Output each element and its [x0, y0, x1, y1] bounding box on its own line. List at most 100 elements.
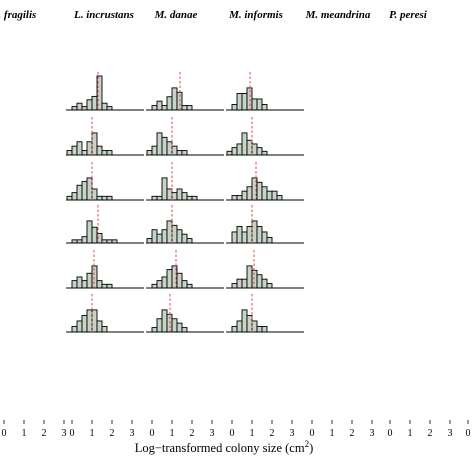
histogram-bar	[151, 327, 158, 333]
histogram-bar	[101, 102, 108, 111]
histogram-bar	[181, 327, 188, 333]
histogram-bar	[96, 195, 103, 201]
histogram-bar	[86, 141, 93, 156]
histogram-bar	[241, 278, 248, 289]
x-tick-label: 1	[250, 428, 255, 439]
histogram-bar	[66, 150, 73, 156]
histogram-bar	[81, 236, 88, 244]
histogram-panel	[146, 205, 224, 244]
x-axis: 0 1 2 3	[388, 420, 453, 439]
histogram-bar	[86, 272, 93, 289]
x-axis: 0 1 2 3	[310, 420, 375, 439]
histogram-bar	[76, 102, 83, 111]
x-tick-label: 2	[190, 428, 195, 439]
x-tick-label: 1	[170, 428, 175, 439]
histogram-bar	[151, 195, 158, 201]
histogram-panel	[226, 162, 304, 201]
histogram-panel	[226, 250, 304, 289]
histogram-bar	[266, 237, 273, 244]
x-tick-label: 0	[70, 428, 75, 439]
histogram-bar	[156, 318, 163, 333]
histogram-bar	[176, 229, 183, 244]
column-title: M. informis	[228, 9, 283, 21]
histogram-bar	[161, 105, 168, 111]
histogram-bar	[166, 220, 173, 244]
histogram-bar	[171, 87, 178, 111]
histogram-bar	[166, 96, 173, 111]
histogram-bar	[161, 177, 168, 201]
histogram-bar	[256, 98, 263, 111]
column-title: L. fragilis	[0, 9, 36, 21]
histogram-bar	[231, 231, 238, 244]
histogram-bar	[81, 106, 88, 111]
histogram-bar	[91, 309, 98, 333]
column-title: P. peresi	[389, 9, 428, 21]
histogram-bar	[76, 184, 83, 201]
histogram-bar	[176, 322, 183, 333]
x-tick-label: 0	[230, 428, 235, 439]
histogram-bar	[106, 150, 113, 156]
histogram-bar	[231, 147, 238, 156]
x-tick-label: 3	[290, 428, 295, 439]
histogram-bar	[101, 283, 108, 289]
x-tick-label: 2	[428, 428, 433, 439]
histogram-bar	[156, 195, 163, 201]
histogram-bar	[236, 195, 243, 201]
histogram-bar	[266, 283, 273, 289]
histogram-bar	[166, 188, 173, 201]
histogram-bar	[246, 314, 253, 333]
x-tick-label: 1	[330, 428, 335, 439]
x-tick-label: 0	[150, 428, 155, 439]
histogram-bar	[246, 265, 253, 289]
histogram-bar	[76, 276, 83, 289]
histogram-bar	[71, 145, 78, 156]
histogram-bar	[96, 280, 103, 289]
x-axis: 0 1 2 3	[150, 420, 215, 439]
histogram-bar	[76, 320, 83, 333]
x-tick-label: 0	[2, 428, 7, 439]
histogram-bar	[251, 98, 258, 111]
histogram-bar	[66, 195, 73, 201]
histogram-bar	[106, 283, 113, 289]
histogram-bar	[91, 226, 98, 244]
histogram-bar	[101, 150, 108, 156]
histogram-bar	[71, 192, 78, 201]
histogram-bar	[91, 188, 98, 201]
x-tick-label: 1	[408, 428, 413, 439]
x-tick-label: 2	[42, 428, 47, 439]
histogram-bar	[161, 309, 168, 333]
histogram-bar	[271, 190, 278, 201]
x-axis-label-main: Log−transformed colony size (cm	[135, 441, 305, 455]
histogram-bar	[76, 141, 83, 156]
column-title: M. meandrina	[305, 9, 371, 21]
histogram-panel	[66, 294, 144, 333]
x-tick-label: 3	[62, 428, 67, 439]
histogram-bar	[186, 195, 193, 201]
histogram-panel	[66, 250, 144, 289]
histogram-panel	[66, 162, 144, 201]
histogram-bar	[146, 238, 153, 244]
histogram-bar	[151, 145, 158, 156]
x-tick-label: 2	[350, 428, 355, 439]
histogram-bar	[236, 92, 243, 111]
histogram-bar	[176, 272, 183, 289]
histogram-bar	[191, 195, 198, 201]
histogram-bar	[186, 238, 193, 244]
histogram-bar	[261, 231, 268, 244]
x-axis: 0 1 2 3	[70, 420, 135, 439]
histogram-panel	[226, 294, 304, 333]
histogram-bar	[251, 320, 258, 333]
histogram-panels	[66, 72, 304, 333]
histogram-bar	[71, 326, 78, 333]
histogram-bar	[171, 224, 178, 244]
histogram-bar	[261, 150, 268, 156]
histogram-bar	[151, 105, 158, 111]
histogram-bar	[241, 190, 248, 201]
histogram-bar	[246, 186, 253, 201]
x-tick-label: 3	[370, 428, 375, 439]
histogram-bar	[246, 139, 253, 156]
histogram-bar	[181, 150, 188, 156]
histogram-bar	[181, 280, 188, 289]
